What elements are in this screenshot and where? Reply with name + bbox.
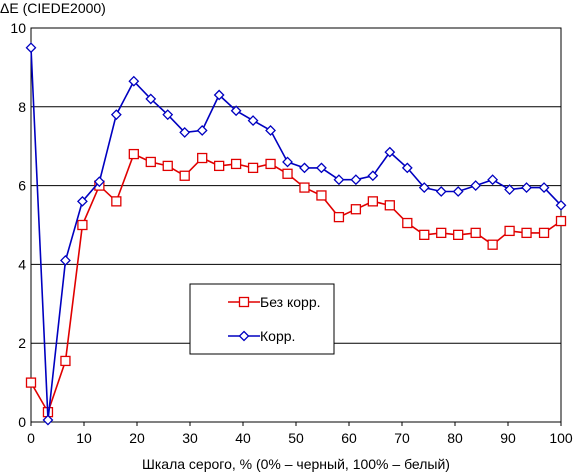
y-tick-labels: 0 2 4 6 8 10: [10, 20, 26, 430]
series-1-point-25: [453, 229, 464, 241]
series-2-point-23: [418, 182, 430, 193]
series-1-point-9: [179, 170, 190, 181]
x-tick-label-80: 80: [447, 430, 463, 446]
series-1-point-0: [25, 377, 37, 388]
series-2-point-15: [282, 156, 293, 168]
y-tick-label-6: 6: [18, 178, 26, 194]
series-2-point-7: [145, 93, 157, 105]
series-2-point-21: [384, 146, 396, 158]
series-2-point-4: [93, 176, 105, 188]
series-2-point-16: [299, 162, 310, 174]
y-tick-label-4: 4: [18, 256, 26, 272]
series-2-point-17: [316, 162, 327, 174]
series-2-point-30: [538, 182, 550, 193]
legend-marker-1: [238, 296, 250, 308]
series-1-point-10: [197, 152, 208, 164]
series-1-point-16: [299, 182, 310, 193]
legend: Без корр. Корр.: [189, 283, 335, 355]
series-1-point-11: [213, 160, 225, 172]
series-1-point-23: [419, 229, 430, 241]
series-2-point-11: [213, 89, 225, 101]
series-2-point-3: [76, 195, 88, 207]
series-2-point-24: [435, 186, 447, 197]
series-2-point-27: [487, 174, 499, 186]
x-tick-label-20: 20: [129, 430, 145, 446]
series-1-point-2: [60, 355, 71, 367]
series-2-point-19: [350, 174, 362, 186]
x-axis-title: Шкала серого, % (0% – черный, 100% – бел…: [142, 456, 450, 472]
x-tick-label-30: 30: [182, 430, 198, 446]
x-tick-label-90: 90: [500, 430, 516, 446]
series-2-point-1: [42, 414, 54, 426]
x-tick-labels: 0 10 20 30 40 50 60 70 80 90 100: [27, 422, 573, 446]
series-2-point-20: [367, 170, 379, 182]
series-2-point-9: [179, 126, 191, 138]
grid-lines: [31, 27, 561, 423]
legend-marker-2: [238, 330, 250, 342]
series-1-point-18: [333, 211, 345, 223]
series-2-point-31: [555, 199, 567, 211]
x-tick-label-100: 100: [549, 430, 573, 446]
series-1: [25, 148, 567, 418]
y-tick-label-8: 8: [18, 99, 26, 115]
series-1-point-30: [538, 227, 550, 239]
legend-label-1: Без корр.: [260, 294, 321, 310]
series-1-point-31: [555, 215, 567, 227]
x-tick-label-10: 10: [76, 430, 92, 446]
plot-frame: [30, 27, 562, 423]
x-tick-label-0: 0: [27, 430, 35, 446]
series-1-point-7: [145, 156, 156, 168]
series-2-line: [30, 47, 562, 421]
series-1-point-26: [470, 227, 481, 239]
series-layer: [25, 42, 567, 426]
series-1-point-13: [247, 162, 259, 174]
series-1-point-8: [162, 160, 173, 172]
y-tick-label-2: 2: [18, 335, 26, 351]
series-2-point-13: [247, 115, 259, 127]
series-1-point-21: [384, 200, 395, 211]
series-2-point-8: [162, 109, 174, 121]
series-1-point-14: [265, 158, 276, 170]
series-1-point-20: [367, 196, 379, 207]
series-2-point-28: [504, 184, 516, 195]
x-tick-label-70: 70: [394, 430, 410, 446]
legend-box: [189, 283, 335, 355]
series-2-point-2: [60, 255, 71, 266]
series-1-point-27: [487, 239, 498, 250]
series-2-point-14: [265, 125, 276, 136]
x-tick-label-60: 60: [341, 430, 357, 446]
y-axis-title: ΔE (CIEDE2000): [0, 0, 106, 16]
series-1-point-5: [111, 196, 122, 207]
series-1-point-24: [436, 227, 447, 239]
series-2-point-18: [333, 174, 345, 186]
series-1-point-19: [350, 204, 362, 215]
x-tick-label-40: 40: [235, 430, 251, 446]
series-1-point-17: [316, 190, 327, 201]
series-1-point-6: [128, 148, 139, 160]
series-2-point-5: [110, 109, 122, 121]
series-1-point-15: [282, 168, 293, 179]
y-tick-label-0: 0: [18, 414, 26, 430]
series-2-point-22: [401, 162, 413, 174]
series-2-point-29: [521, 182, 532, 193]
series-1-point-22: [402, 217, 413, 229]
series-2-point-6: [128, 75, 140, 87]
series-1-point-29: [521, 227, 532, 239]
series-1-point-3: [77, 219, 88, 231]
series-2: [25, 42, 567, 426]
y-tick-label-10: 10: [10, 20, 26, 36]
series-2-point-0: [25, 42, 37, 54]
series-2-point-12: [230, 105, 242, 117]
series-2-point-10: [196, 125, 208, 136]
legend-label-2: Корр.: [260, 328, 295, 344]
series-1-point-12: [230, 158, 242, 170]
series-1-point-28: [504, 225, 515, 237]
series-1-line: [30, 153, 562, 415]
x-tick-label-50: 50: [288, 430, 304, 446]
series-2-point-25: [452, 186, 464, 197]
series-2-point-26: [470, 180, 482, 192]
